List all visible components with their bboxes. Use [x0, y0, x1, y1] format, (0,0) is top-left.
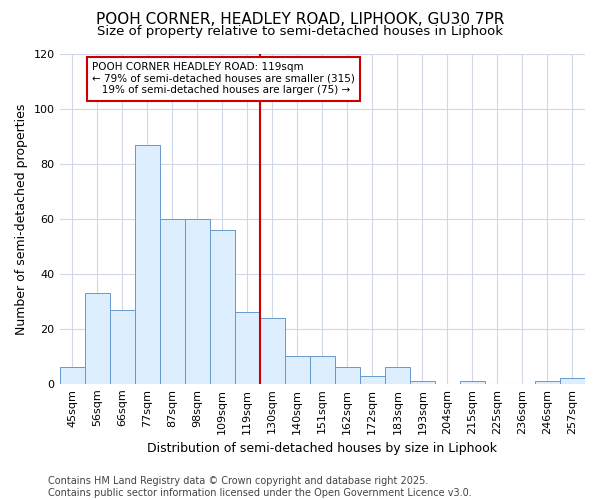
Bar — [110, 310, 134, 384]
Bar — [59, 368, 85, 384]
Bar — [460, 381, 485, 384]
Bar — [410, 381, 435, 384]
Bar — [235, 312, 260, 384]
Bar — [285, 356, 310, 384]
Text: Contains HM Land Registry data © Crown copyright and database right 2025.
Contai: Contains HM Land Registry data © Crown c… — [48, 476, 472, 498]
Bar — [560, 378, 585, 384]
Bar — [360, 376, 385, 384]
Bar — [310, 356, 335, 384]
Bar — [335, 368, 360, 384]
Text: POOH CORNER, HEADLEY ROAD, LIPHOOK, GU30 7PR: POOH CORNER, HEADLEY ROAD, LIPHOOK, GU30… — [96, 12, 504, 28]
Bar — [385, 368, 410, 384]
Y-axis label: Number of semi-detached properties: Number of semi-detached properties — [15, 103, 28, 334]
Bar — [535, 381, 560, 384]
Bar — [185, 219, 209, 384]
Text: POOH CORNER HEADLEY ROAD: 119sqm
← 79% of semi-detached houses are smaller (315): POOH CORNER HEADLEY ROAD: 119sqm ← 79% o… — [92, 62, 355, 96]
Bar — [260, 318, 285, 384]
Bar — [160, 219, 185, 384]
X-axis label: Distribution of semi-detached houses by size in Liphook: Distribution of semi-detached houses by … — [147, 442, 497, 455]
Bar — [134, 144, 160, 384]
Bar — [85, 293, 110, 384]
Text: Size of property relative to semi-detached houses in Liphook: Size of property relative to semi-detach… — [97, 25, 503, 38]
Bar — [209, 230, 235, 384]
